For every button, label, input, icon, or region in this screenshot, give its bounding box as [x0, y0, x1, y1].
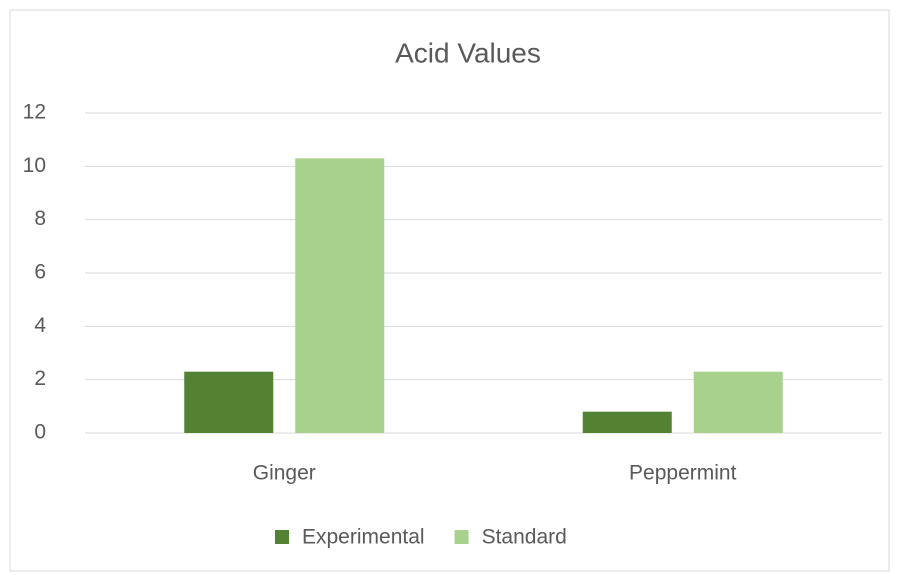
chart-frame: [9, 9, 890, 572]
y-tick-label: 4: [34, 314, 46, 337]
y-tick-label: 6: [34, 261, 46, 284]
legend-swatch: [275, 530, 289, 544]
legend-swatch: [454, 530, 469, 544]
chart-title: Acid Values: [395, 37, 541, 68]
y-tick-label: 0: [34, 421, 46, 444]
legend-label: Standard: [482, 526, 567, 549]
y-tick-label: 2: [34, 367, 46, 390]
x-tick-label: Ginger: [253, 462, 316, 485]
y-tick-label: 10: [23, 154, 46, 177]
x-tick-label: Peppermint: [629, 462, 737, 485]
y-tick-label: 12: [23, 101, 46, 124]
bar: [184, 371, 274, 433]
bar: [295, 158, 385, 434]
y-tick-label: 8: [34, 207, 46, 230]
bar: [582, 411, 672, 433]
legend-label: Experimental: [302, 526, 425, 549]
bar: [693, 371, 783, 433]
